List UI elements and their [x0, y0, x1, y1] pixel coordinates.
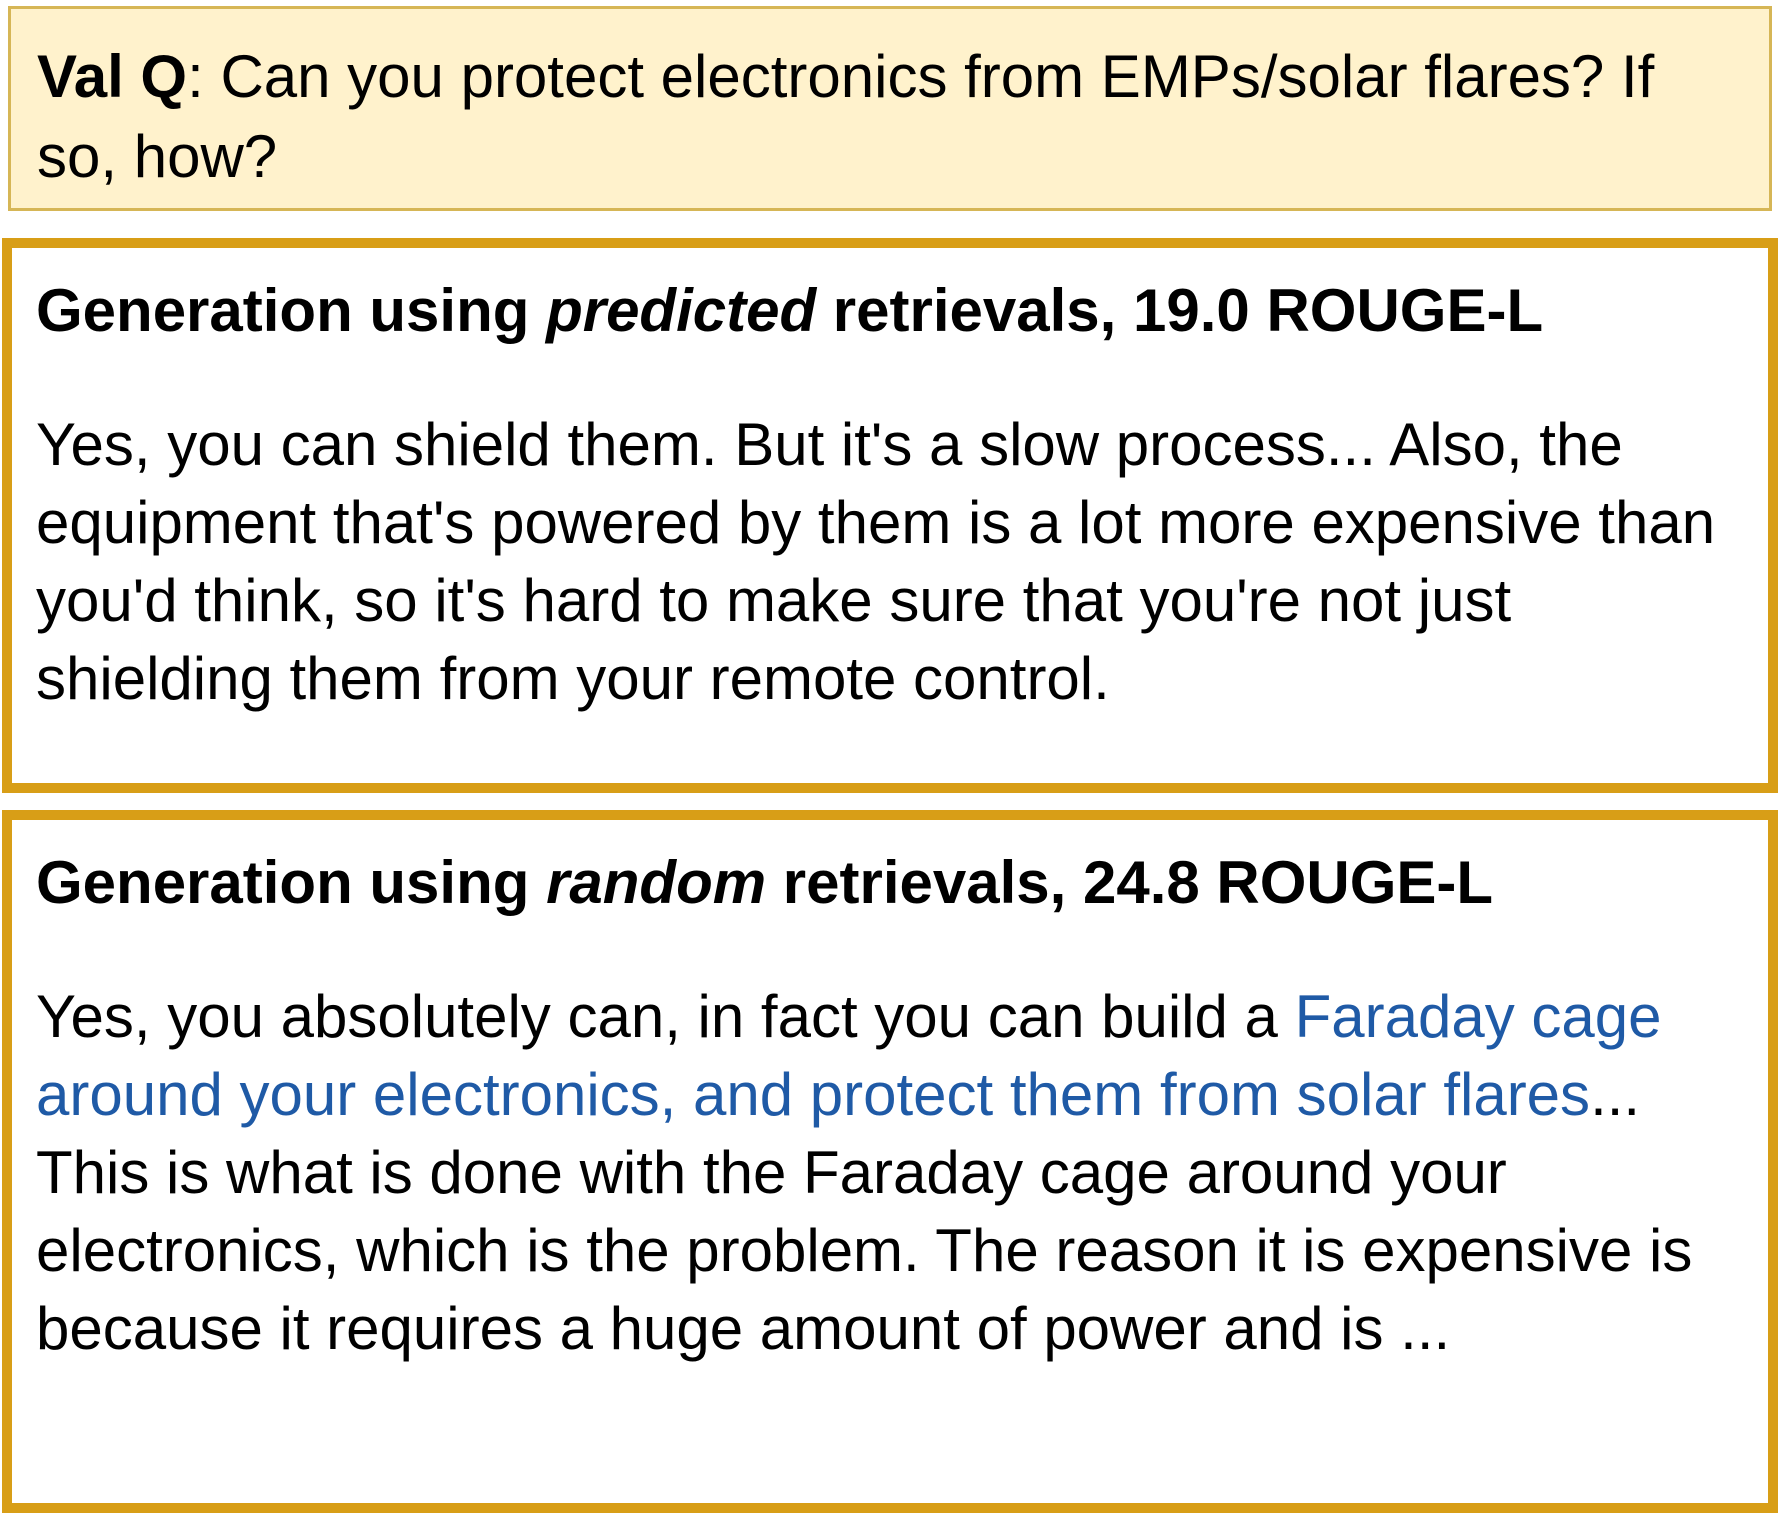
predicted-title-suffix: retrievals, 19.0 ROUGE-L [816, 277, 1544, 344]
random-text-highlight: Faraday cage around your electronics, an… [36, 983, 1662, 1128]
predicted-title-prefix: Generation using [36, 277, 547, 344]
random-generation-box: Generation using random retrievals, 24.8… [2, 810, 1778, 1513]
random-generation-title: Generation using random retrievals, 24.8… [36, 848, 1748, 918]
predicted-generation-title: Generation using predicted retrievals, 1… [36, 276, 1748, 346]
random-title-prefix: Generation using [36, 849, 547, 916]
random-title-emphasis: random [546, 849, 767, 916]
random-generation-text: Yes, you absolutely can, in fact you can… [36, 978, 1748, 1368]
predicted-title-emphasis: predicted [546, 277, 817, 344]
question-text: Can you protect electronics from EMPs/so… [37, 43, 1655, 190]
question-label: Val Q [37, 43, 188, 110]
random-text-before: Yes, you absolutely can, in fact you can… [36, 983, 1295, 1050]
question-box: Val Q: Can you protect electronics from … [8, 6, 1772, 211]
random-text-after: ... This is what is done with the Farada… [36, 1061, 1693, 1362]
predicted-generation-text: Yes, you can shield them. But it's a slo… [36, 411, 1716, 712]
question-separator: : [187, 43, 221, 110]
predicted-generation-box: Generation using predicted retrievals, 1… [2, 238, 1778, 793]
random-title-suffix: retrievals, 24.8 ROUGE-L [766, 849, 1494, 916]
